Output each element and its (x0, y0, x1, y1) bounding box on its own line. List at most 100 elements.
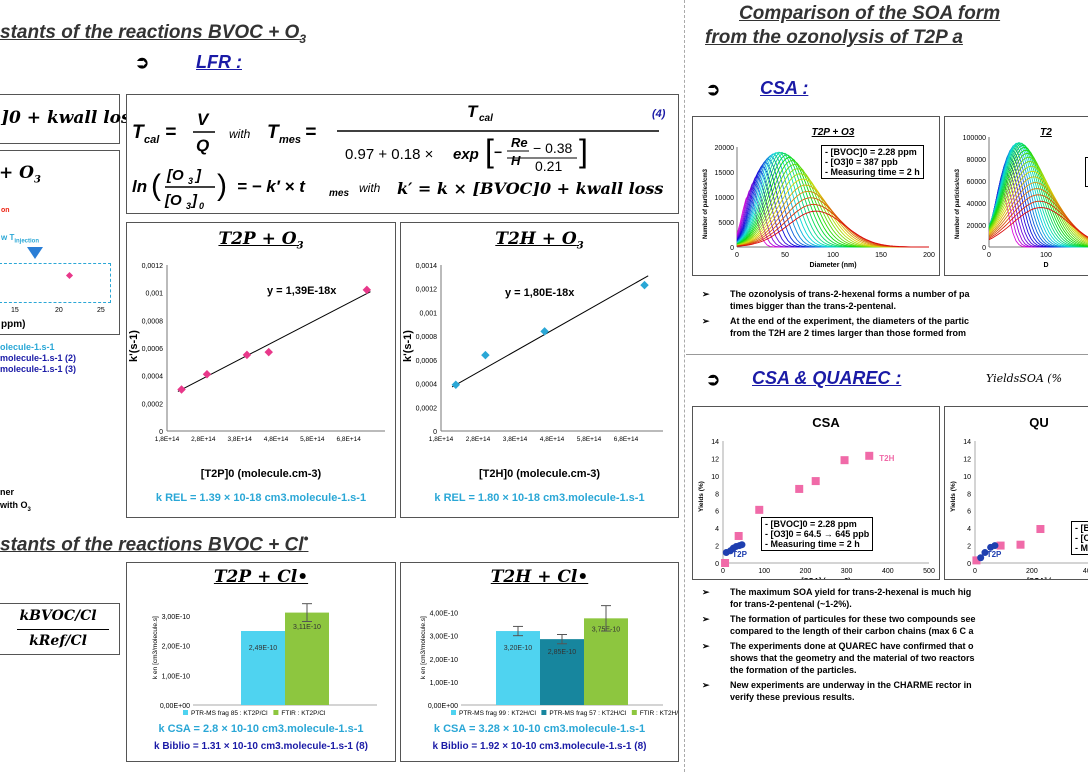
data-point-t2h (811, 477, 820, 486)
x-tick-label: 0 (735, 252, 739, 259)
bar (241, 631, 285, 705)
y-tick-label: 0,0002 (142, 401, 164, 408)
bullet-item: ➢ The maximum SOA yield for trans-2-hexen… (702, 587, 972, 597)
chart-t2h-cl-title: T2H + Cl• (490, 567, 589, 587)
x-tick-label: 50 (781, 252, 789, 259)
svg-text:[: [ (485, 133, 494, 169)
svg-text:0.97 + 0.18 ×: 0.97 + 0.18 × (345, 146, 433, 163)
y-tick-label: 0,0008 (416, 334, 438, 341)
svg-text:]: ] (194, 167, 202, 184)
y-tick-label: 20000 (967, 223, 987, 230)
distribution-curve (988, 149, 1088, 247)
y-axis-label: k en [cm3/molecule.s] (420, 616, 427, 679)
bullet-item-cont: times bigger than the trans-2-pentenal. (730, 301, 897, 311)
svg-text:T: T (132, 122, 145, 143)
y-axis-label: Yields (%) (950, 481, 957, 512)
y-tick-label: 6 (967, 509, 971, 516)
data-point (640, 280, 649, 290)
distribution-curve (988, 207, 1088, 241)
chart-csa-t2p-box: 0 5000 10000 15000 20000 0 50 100 150 200 T2P + O3… (692, 116, 940, 276)
data-point-t2h (734, 531, 743, 540)
bullet-item-cont: the formation of the particles. (730, 665, 857, 675)
svg-text:ln: ln (132, 177, 147, 196)
distribution-curve (988, 165, 1088, 244)
chart-yield-quarec-info: - [B - [O - M (1071, 521, 1088, 555)
chart-t2p-o3-equation: y = 1,39E-18x (267, 285, 337, 297)
section-title-cl: stants of the reactions BVOC + Cl• (0, 530, 309, 556)
left-k-values: olecule-1.s-1 molecule-1.s-1 (2) molecul… (0, 342, 77, 374)
y-tick-label: 0,0004 (142, 374, 164, 381)
injection-fragment: w Tinjection (1, 233, 40, 245)
k-prime-equation: k′ = k × [BVOC]0 + kwall loss (397, 179, 664, 198)
plus-o3-fragment: + O3 (0, 163, 41, 186)
x-axis-label: Diameter (nm) (809, 262, 856, 269)
y-axis-label: Number of particles/cm3 (703, 168, 709, 239)
chart-t2p-o3-krel: k REL = 1.39 × 10-18 cm3.molecule-1.s-1 (155, 492, 367, 504)
svg-text:(4): (4) (652, 108, 666, 120)
svg-text:cal: cal (144, 134, 160, 146)
chart-t2h-o3-equation: y = 1,80E-18x (505, 287, 575, 299)
legend-swatch (273, 710, 279, 715)
chart-csa-t2h-distribution: 0 20000 40000 60000 80000 100000 0 100 T2 Number … (955, 127, 1088, 269)
chart-csa-t2p-distribution: 0 5000 10000 15000 20000 0 50 100 150 200 T2P + O3… (703, 127, 935, 269)
legend-label: FTIR : KT2H/Cl (640, 710, 678, 717)
chart-csa-t2p-info: - [BVOC]0 = 2.28 ppm - [O3]0 = 387 ppb -… (821, 145, 924, 179)
y-tick-label: 3,00E-10 (162, 614, 191, 621)
legend-label: PTR-MS frag 85 : KT2P/Cl (191, 710, 268, 717)
chart-yield-csa: 0 2 4 6 8 10 12 14 0 100 200 300 400 500 CSA Yields (%)… (698, 415, 935, 579)
svg-text:[O: [O (164, 192, 182, 209)
distribution-curve (988, 170, 1088, 243)
csa-bullets: ➢ The ozonolysis of trans-2-hexenal forms… (702, 288, 1088, 339)
x-tick-label: 2,8E+14 (466, 436, 491, 443)
arrow-icon: ➲ (135, 53, 150, 72)
x-tick-label: 200 (1026, 568, 1038, 575)
left-bottom-fragment: ner with O3 (0, 487, 31, 513)
y-tick-label: 0 (982, 245, 986, 252)
y-tick-label: 0,001 (145, 291, 163, 298)
formula-fragment: ]0 + kwall loss (1, 108, 141, 128)
chart-t2h-o3-krel: k REL = 1.80 × 10-18 cm3.molecule-1.s-1 (434, 492, 645, 504)
y-tick-label: 0 (967, 561, 971, 568)
kratio-numerator: kBVOC/Cl (19, 608, 97, 624)
y-tick-label: 2,00E-10 (430, 657, 459, 664)
chart-t2h-o3-box: 0 0,0002 0,0004 0,0006 0,0008 0,001 0,0012 0,00… (400, 222, 679, 518)
x-tick-label: 200 (923, 252, 935, 259)
y-tick-label: 0,0012 (416, 287, 438, 294)
bar (584, 618, 628, 705)
data-point-t2p (981, 549, 989, 557)
y-tick-label: 14 (963, 439, 971, 446)
y-tick-label: 0 (715, 561, 719, 568)
x-tick-label: 6,8E+14 (614, 436, 639, 443)
bullet-item-cont: from the T2H are 2 times larger than tho… (730, 328, 967, 338)
data-point (362, 285, 372, 295)
y-axis-label: Yields (%) (698, 481, 705, 512)
x-tick-label: 0 (973, 568, 977, 575)
section-title-o3: stants of the reactions BVOC + O3 (0, 22, 307, 46)
bullet-item-cont: verify these previous results. (730, 692, 855, 702)
svg-text:mes: mes (279, 134, 301, 146)
arrow-icon: ➲ (706, 80, 721, 99)
chart-title: T2 (1040, 127, 1052, 138)
y-tick-label: 15000 (715, 170, 735, 177)
data-point-t2p (738, 541, 746, 549)
y-tick-label: 3,00E-10 (430, 634, 459, 641)
chart-t2p-cl: 0,00E+00 1,00E-10 2,00E-10 3,00E-10 2,49E-10… (152, 603, 377, 717)
y-tick-label: 0,0006 (416, 358, 438, 365)
bottom-bullets: ➢ The maximum SOA yield for trans-2-hexen… (702, 586, 1088, 703)
kratio-box: kBVOC/Cl kRef/Cl (0, 603, 120, 655)
bar-value-label: 3,11E-10 (293, 624, 321, 631)
trendline (451, 275, 649, 388)
svg-text:= − k′ × t: = − k′ × t (237, 177, 306, 196)
svg-text:=: = (305, 122, 316, 143)
bullet-item: ➢ The experiments done at QUAREC have con… (702, 641, 974, 651)
distribution-curve (988, 144, 1088, 248)
data-point-t2h (840, 456, 849, 465)
distribution-curve (988, 182, 1088, 241)
chart-csa-t2h-info (1085, 157, 1088, 187)
svg-text:T: T (467, 102, 479, 121)
bullet-item-cont: compared to the length of their carbon c… (730, 626, 974, 636)
y-tick-label: 12 (963, 456, 971, 463)
y-tick-label: 14 (711, 439, 719, 446)
y-tick-label: 5000 (718, 220, 734, 227)
chart-t2h-o3-xlabel: [T2H]0 (molecule.cm-3) (478, 468, 601, 480)
